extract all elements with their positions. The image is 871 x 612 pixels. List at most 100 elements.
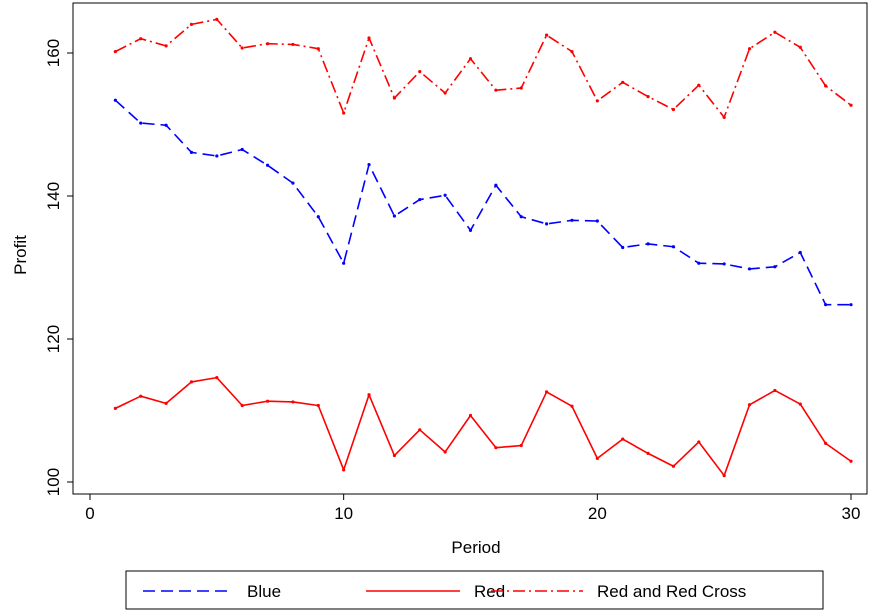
data-point xyxy=(113,98,117,102)
data-point xyxy=(722,115,726,119)
data-point xyxy=(113,49,117,54)
data-point xyxy=(595,99,599,103)
data-point xyxy=(418,197,422,202)
data-point xyxy=(468,228,473,232)
data-point xyxy=(392,214,396,218)
data-point xyxy=(494,446,498,450)
data-point xyxy=(646,451,650,455)
data-point xyxy=(291,181,295,185)
data-point xyxy=(621,80,625,84)
data-point xyxy=(164,44,168,48)
data-point xyxy=(291,42,295,47)
data-point xyxy=(697,261,701,265)
legend-item: Red and Red Cross xyxy=(491,582,746,601)
data-point xyxy=(265,163,270,167)
data-point xyxy=(215,376,219,380)
data-point xyxy=(367,36,371,40)
data-point xyxy=(215,17,219,21)
data-point xyxy=(265,399,270,403)
series-group xyxy=(113,17,853,119)
data-point xyxy=(824,303,828,307)
data-point xyxy=(392,453,396,458)
data-point xyxy=(798,250,802,255)
y-tick-label: 140 xyxy=(44,182,63,210)
data-point xyxy=(747,47,752,51)
series-group xyxy=(113,376,853,478)
data-point xyxy=(545,390,549,394)
data-point xyxy=(240,46,244,50)
data-point xyxy=(849,459,853,463)
y-tick-label: 160 xyxy=(44,39,63,67)
data-point xyxy=(570,49,574,54)
data-point xyxy=(494,183,498,187)
data-point xyxy=(367,393,371,397)
y-axis-title: Profit xyxy=(11,235,30,275)
x-axis: 0 10 20 30 xyxy=(85,494,860,523)
data-point xyxy=(595,219,599,223)
data-point xyxy=(545,222,549,226)
legend-item: Red xyxy=(366,582,505,601)
data-point xyxy=(747,403,752,407)
data-point xyxy=(291,400,295,404)
data-point xyxy=(468,57,473,61)
data-point xyxy=(671,464,676,468)
data-point xyxy=(342,111,346,115)
y-axis: 100 120 140 160 xyxy=(44,39,73,496)
data-point xyxy=(697,440,701,444)
data-point xyxy=(824,441,828,445)
plot-area-frame xyxy=(72,2,868,495)
data-point xyxy=(240,403,244,408)
data-point xyxy=(265,42,270,46)
data-point xyxy=(595,456,599,461)
data-point xyxy=(798,45,802,49)
data-point xyxy=(747,267,752,271)
data-point xyxy=(240,147,244,152)
data-point xyxy=(621,437,625,441)
legend-label: Blue xyxy=(247,582,281,601)
data-point xyxy=(392,96,396,100)
x-tick-label: 20 xyxy=(588,504,607,523)
x-axis-title: Period xyxy=(451,538,500,557)
data-point xyxy=(342,261,346,265)
data-point xyxy=(443,450,447,454)
data-point xyxy=(519,215,523,219)
data-point xyxy=(215,154,219,158)
x-tick-label: 10 xyxy=(334,504,353,523)
data-point xyxy=(722,262,726,266)
x-tick-label: 0 xyxy=(85,504,94,523)
data-point xyxy=(367,162,371,167)
data-point xyxy=(189,150,194,154)
data-point xyxy=(849,103,853,107)
legend-item: Blue xyxy=(143,582,281,601)
data-point xyxy=(671,107,676,112)
data-point xyxy=(113,406,117,410)
data-point xyxy=(443,91,447,95)
data-point xyxy=(621,245,625,250)
data-point xyxy=(316,47,320,51)
data-point xyxy=(798,402,802,406)
data-point xyxy=(849,303,853,307)
data-point xyxy=(316,403,320,408)
data-point xyxy=(418,428,422,432)
legend-label: Red xyxy=(474,582,505,601)
data-point xyxy=(418,69,422,74)
data-point xyxy=(519,86,523,90)
series-layer xyxy=(113,17,853,478)
data-point xyxy=(773,265,777,269)
data-point xyxy=(824,84,828,88)
data-point xyxy=(468,413,473,418)
legend: Blue Red Red and Red Cross xyxy=(125,570,824,610)
data-point xyxy=(722,473,726,478)
data-point xyxy=(545,33,549,37)
data-point xyxy=(519,443,523,448)
data-point xyxy=(189,380,194,384)
data-point xyxy=(570,218,574,222)
data-point xyxy=(139,121,143,125)
data-point xyxy=(443,193,447,197)
series-line xyxy=(114,99,851,306)
data-point xyxy=(139,37,143,41)
y-tick-label: 100 xyxy=(44,468,63,496)
data-point xyxy=(164,123,168,127)
